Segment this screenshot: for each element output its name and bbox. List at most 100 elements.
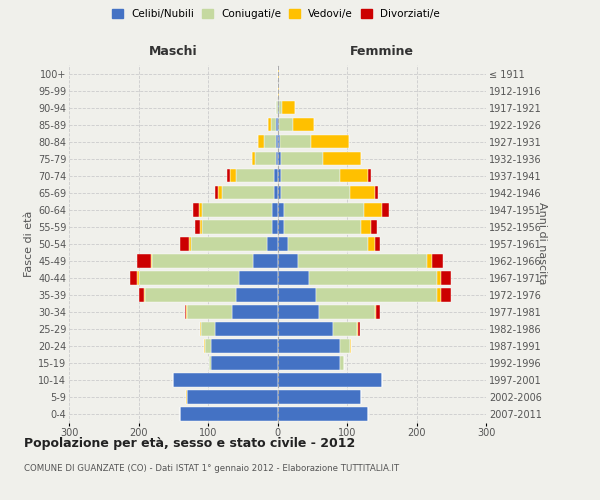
Bar	[277, 203, 284, 216]
Bar	[268, 118, 271, 132]
Bar	[258, 135, 263, 148]
Bar	[298, 254, 427, 268]
Bar	[437, 271, 441, 284]
Bar	[375, 186, 378, 200]
Text: Maschi: Maschi	[149, 45, 197, 58]
Bar	[236, 169, 274, 182]
Bar	[361, 220, 371, 234]
Bar	[236, 288, 277, 302]
Bar	[274, 186, 277, 200]
Y-axis label: Anni di nascita: Anni di nascita	[537, 202, 547, 285]
Bar	[137, 254, 151, 268]
Bar	[144, 288, 145, 302]
Bar	[202, 220, 272, 234]
Bar	[276, 118, 277, 132]
Bar	[205, 339, 211, 352]
Bar	[433, 254, 443, 268]
Bar	[272, 220, 277, 234]
Bar	[277, 407, 368, 421]
Text: COMUNE DI GUANZATE (CO) - Dati ISTAT 1° gennaio 2012 - Elaborazione TUTTITALIA.I: COMUNE DI GUANZATE (CO) - Dati ISTAT 1° …	[24, 464, 399, 473]
Bar	[222, 186, 274, 200]
Bar	[368, 237, 375, 250]
Bar	[323, 152, 361, 166]
Bar	[202, 203, 272, 216]
Bar	[137, 271, 139, 284]
Bar	[211, 356, 277, 370]
Bar	[204, 339, 205, 352]
Text: Popolazione per età, sesso e stato civile - 2012: Popolazione per età, sesso e stato civil…	[24, 438, 355, 450]
Bar	[437, 288, 441, 302]
Bar	[187, 305, 232, 318]
Bar	[209, 356, 211, 370]
Bar	[139, 271, 239, 284]
Bar	[281, 169, 340, 182]
Bar	[277, 84, 279, 98]
Bar	[340, 339, 350, 352]
Bar	[277, 288, 316, 302]
Bar	[255, 152, 276, 166]
Bar	[277, 254, 298, 268]
Bar	[375, 305, 376, 318]
Bar	[375, 237, 380, 250]
Bar	[376, 305, 380, 318]
Bar	[151, 254, 152, 268]
Bar	[371, 220, 377, 234]
Bar	[139, 288, 144, 302]
Bar	[279, 101, 283, 114]
Bar	[271, 118, 276, 132]
Bar	[277, 135, 280, 148]
Bar	[280, 135, 311, 148]
Bar	[277, 186, 281, 200]
Bar	[382, 203, 389, 216]
Bar	[200, 220, 202, 234]
Bar	[333, 322, 358, 336]
Bar	[230, 169, 236, 182]
Bar	[340, 356, 344, 370]
Bar	[215, 322, 277, 336]
Bar	[350, 339, 351, 352]
Bar	[277, 152, 281, 166]
Bar	[191, 237, 267, 250]
Bar	[284, 203, 364, 216]
Bar	[350, 186, 375, 200]
Bar	[441, 271, 451, 284]
Bar	[309, 271, 437, 284]
Bar	[281, 186, 350, 200]
Bar	[311, 135, 349, 148]
Bar	[288, 237, 368, 250]
Bar	[276, 101, 277, 114]
Bar	[200, 322, 201, 336]
Bar	[281, 152, 323, 166]
Bar	[199, 203, 202, 216]
Bar	[185, 305, 187, 318]
Bar	[279, 118, 293, 132]
Bar	[215, 186, 218, 200]
Text: Femmine: Femmine	[350, 45, 414, 58]
Bar	[277, 271, 309, 284]
Bar	[211, 339, 277, 352]
Bar	[252, 152, 255, 166]
Bar	[316, 288, 437, 302]
Bar	[340, 169, 368, 182]
Bar	[277, 237, 288, 250]
Bar	[193, 203, 199, 216]
Bar	[263, 135, 276, 148]
Bar	[427, 254, 433, 268]
Bar	[180, 407, 277, 421]
Bar	[218, 186, 222, 200]
Bar	[272, 203, 277, 216]
Bar	[180, 237, 188, 250]
Bar	[277, 305, 319, 318]
Bar	[277, 373, 382, 387]
Bar	[152, 254, 253, 268]
Bar	[274, 169, 277, 182]
Bar	[284, 220, 361, 234]
Bar	[201, 322, 215, 336]
Bar	[277, 356, 340, 370]
Bar	[232, 305, 277, 318]
Bar	[293, 118, 314, 132]
Bar	[227, 169, 230, 182]
Bar	[277, 66, 279, 80]
Bar	[145, 288, 236, 302]
Bar	[173, 373, 277, 387]
